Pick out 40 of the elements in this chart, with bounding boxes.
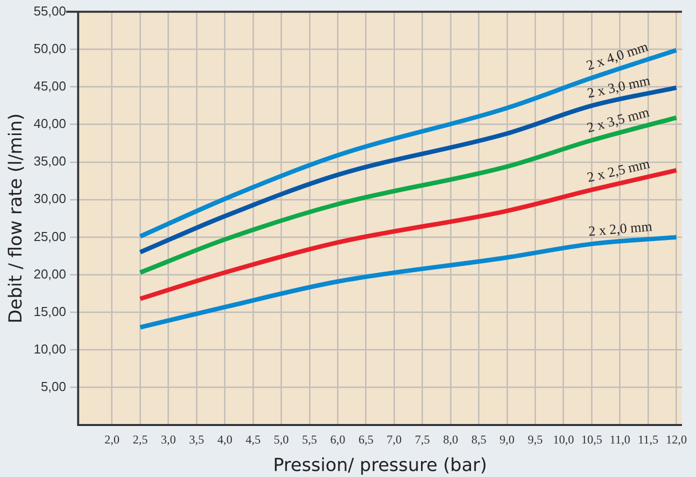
text: 2 x 3,0 mm	[586, 74, 652, 102]
y-tick-label: 5,00	[40, 379, 66, 394]
x-axis-title: Pression/ pressure (bar)	[273, 454, 488, 476]
x-tick-label: 10,0	[552, 432, 574, 446]
y-tick-label: 20,00	[34, 266, 66, 282]
x-tick-label: 4,0	[217, 432, 232, 446]
y-tick-label: 55,00	[34, 3, 66, 18]
y-tick-label: 45,00	[34, 78, 66, 94]
y-tick-label: 25,00	[34, 228, 66, 244]
x-tick-label: 8,0	[443, 432, 458, 446]
x-tick-label: 6,0	[330, 432, 346, 446]
y-tick-label: 15,00	[34, 304, 66, 319]
series-label: 2 x 2,0 mm	[588, 220, 653, 240]
x-tick-label: 9,0	[500, 432, 515, 446]
x-tick-label: 4,5	[246, 432, 261, 446]
y-tick-label: 35,00	[34, 154, 66, 169]
x-tick-label: 12,0	[666, 432, 687, 446]
x-tick-label: 3,5	[189, 432, 204, 446]
y-axis-title: Debit / flow rate (l/min)	[5, 113, 26, 324]
y-tick-label: 30,00	[34, 191, 66, 206]
y-tick-label: 10,00	[34, 341, 66, 356]
x-tick-label: 9,5	[528, 432, 543, 446]
x-tick-label: 8,5	[471, 432, 486, 446]
line-series	[138, 234, 679, 330]
x-tick-label: 11,5	[638, 432, 658, 446]
x-tick-label: 7,0	[386, 432, 402, 446]
y-tick-label: 40,00	[34, 116, 66, 132]
x-tick-label: 3,0	[160, 432, 176, 446]
y-tick-label: 50,00	[34, 40, 66, 56]
x-tick-label: 11,0	[610, 432, 630, 446]
x-tick-label: 7,5	[414, 432, 430, 446]
x-tick-label: 5,5	[302, 432, 318, 446]
text: 2 x 3,5 mm	[586, 105, 652, 136]
x-tick-label: 2,0	[104, 432, 120, 446]
text: 2 x 4,0 mm	[585, 40, 650, 74]
text: 2 x 2,5 mm	[586, 156, 652, 186]
x-tick-label: 6,5	[358, 432, 374, 446]
x-tick-label: 5,0	[274, 432, 289, 446]
x-tick-label: 2,5	[132, 432, 148, 446]
x-tick-label: 10,5	[581, 432, 602, 446]
